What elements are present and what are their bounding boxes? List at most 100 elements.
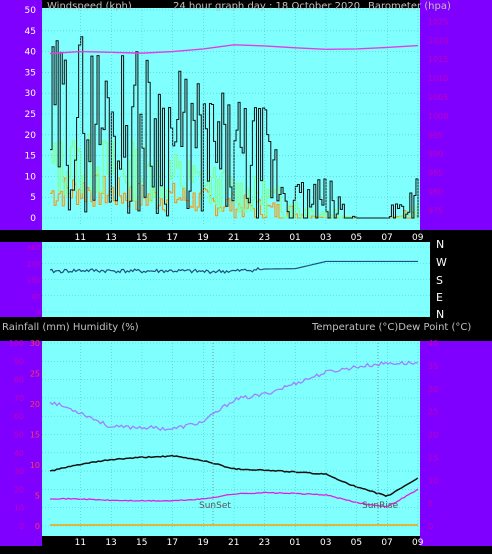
wind-direction-line — [49, 260, 418, 275]
wind-y-tick-label: 35 — [25, 68, 36, 78]
temp-x-tick-label: 03 — [320, 538, 331, 548]
direction-y-tick-label: 0 — [36, 309, 40, 317]
wind-x-tick-label: 05 — [351, 233, 362, 243]
wind-x-tick-label: 07 — [381, 233, 392, 243]
temp-x-tick-label: 13 — [105, 538, 116, 548]
rain-humidity-axis-title: Rainfall (mm) Humidity (%) — [2, 322, 139, 333]
wind-y-tick-label: 25 — [25, 110, 36, 120]
temp-x-tick-label: 11 — [75, 538, 86, 548]
temp-x-tick-label: 23 — [259, 538, 270, 548]
temp-x-tick-label: 17 — [167, 538, 178, 548]
wind-y-tick-label: 45 — [25, 27, 36, 37]
barometer-tick-label: 985 — [428, 169, 443, 178]
temp-x-tick-label: 05 — [351, 538, 362, 548]
barometer-axis-title: Barometer (hpa) — [368, 1, 451, 12]
temperature-tick-label: 30 — [428, 385, 438, 394]
rain-y-tick-label: 0 — [35, 522, 40, 531]
direction-n-top: N — [436, 238, 444, 251]
wind-x-tick-label: 21 — [228, 233, 239, 243]
temp-x-tick-label: 01 — [289, 538, 300, 548]
rain-y-tick-label: 25 — [30, 370, 40, 379]
temp-x-tick-label: 15 — [136, 538, 147, 548]
humidity-y-tick-label: 40 — [14, 449, 24, 458]
barometer-tick-label: 975 — [428, 206, 443, 215]
direction-y-tick-label: 360 — [27, 244, 40, 252]
rain-y-tick-label: 15 — [30, 431, 40, 440]
wind-x-tick-label: 11 — [75, 233, 86, 243]
temperature-tick-label: 40 — [428, 339, 438, 348]
temp-dew-axis-title: Temperature (°C)Dew Point (°C) — [311, 322, 471, 333]
wind-x-tick-label: 17 — [167, 233, 178, 243]
humidity-y-tick-label: 50 — [14, 431, 24, 440]
direction-y-tick-label: 90 — [31, 293, 40, 301]
humidity-y-tick-label: 70 — [14, 394, 24, 403]
barometer-tick-label: 980 — [428, 188, 443, 197]
wind-y-tick-label: 20 — [25, 131, 37, 141]
humidity-y-tick-label: 30 — [14, 467, 24, 476]
wind-x-tick-label: 19 — [197, 233, 209, 243]
wind-axis-title: Windspeed (kph) — [47, 1, 132, 12]
direction-e: E — [436, 291, 443, 304]
wind-y-tick-label: 30 — [25, 89, 37, 99]
temperature-tick-label: 25 — [428, 408, 438, 417]
separator-2 — [0, 317, 492, 341]
humidity-y-tick-label: 80 — [14, 376, 24, 385]
barometer-tick-label: 990 — [428, 150, 443, 159]
barometer-tick-label: 1005 — [428, 93, 448, 102]
direction-y-tick-label: 180 — [27, 277, 40, 285]
temperature-tick-label: 10 — [428, 476, 438, 485]
direction-s: S — [436, 274, 443, 287]
humidity-y-tick-label: 60 — [14, 412, 24, 421]
wind-y-tick-label: 0 — [30, 214, 36, 224]
temperature-tick-label: 15 — [428, 453, 438, 462]
wind-y-tick-label: 5 — [30, 193, 36, 203]
humidity-y-tick-label: 90 — [14, 357, 24, 366]
bottom-strip — [0, 546, 492, 554]
sunset-label: SunSet — [199, 501, 231, 511]
humidity-y-tick-label: 10 — [14, 504, 24, 513]
rain-y-tick-label: 30 — [30, 339, 40, 348]
wind-y-tick-label: 50 — [25, 6, 37, 16]
left-panel — [0, 0, 42, 554]
humidity-y-tick-label: 0 — [19, 522, 24, 531]
temp-x-tick-label: 19 — [197, 538, 209, 548]
barometer-tick-label: 1025 — [428, 17, 448, 26]
barometer-tick-label: 1015 — [428, 55, 448, 64]
wind-x-tick-label: 09 — [412, 233, 424, 243]
rain-y-tick-label: 10 — [30, 461, 40, 470]
barometer-tick-label: 1010 — [428, 74, 448, 83]
temp-plot-bg — [42, 341, 420, 536]
wind-x-tick-label: 03 — [320, 233, 331, 243]
wind-x-tick-label: 13 — [105, 233, 116, 243]
barometer-tick-label: 1000 — [428, 112, 448, 121]
temperature-tick-label: 20 — [428, 431, 438, 440]
temp-x-tick-label: 09 — [412, 538, 424, 548]
temperature-tick-label: 5 — [428, 499, 433, 508]
wind-gust-line — [50, 36, 419, 219]
humidity-y-tick-label: 20 — [14, 485, 24, 494]
wind-x-tick-label: 01 — [289, 233, 300, 243]
direction-w: W — [436, 256, 447, 269]
wind-y-tick-label: 15 — [25, 152, 36, 162]
direction-plot-bg — [42, 242, 430, 317]
wind-x-tick-label: 23 — [259, 233, 270, 243]
middle-right-panel — [430, 242, 492, 317]
wind-y-tick-label: 10 — [25, 172, 37, 182]
temperature-tick-label: 0 — [428, 522, 433, 531]
direction-n-bottom: N — [436, 308, 444, 321]
separator-1 — [0, 230, 492, 242]
sunrise-label: SunRise — [362, 501, 399, 511]
temp-x-tick-label: 07 — [381, 538, 392, 548]
rain-y-tick-label: 20 — [30, 400, 40, 409]
wind-y-tick-label: 40 — [25, 48, 37, 58]
direction-y-tick-label: 270 — [27, 260, 40, 268]
wind-x-tick-label: 15 — [136, 233, 147, 243]
temperature-tick-label: 35 — [428, 362, 438, 371]
barometer-tick-label: 1020 — [428, 36, 448, 45]
graph-title: 24 hour graph day : 18 October 2020 — [173, 1, 360, 12]
humidity-y-tick-label: 100 — [9, 339, 24, 348]
temp-x-tick-label: 21 — [228, 538, 239, 548]
rain-y-tick-label: 5 — [35, 492, 40, 501]
barometer-tick-label: 995 — [428, 131, 443, 140]
